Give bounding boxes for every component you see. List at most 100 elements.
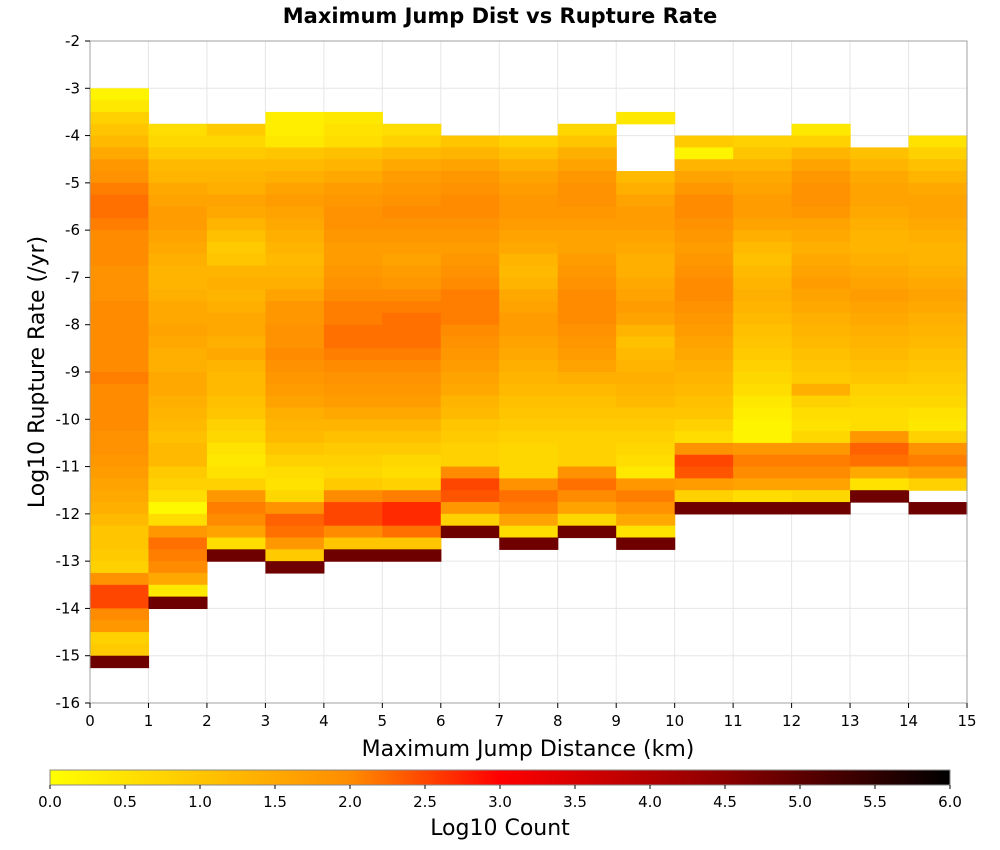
heatmap-cell (265, 454, 325, 468)
heatmap-cell (557, 312, 617, 326)
heatmap-cell (90, 454, 150, 468)
heatmap-cell (791, 312, 851, 326)
heatmap-cell (323, 407, 383, 420)
heatmap-cell (90, 561, 150, 574)
heatmap-cell (908, 407, 968, 420)
heatmap-cell (148, 490, 208, 503)
heatmap-cell (908, 312, 968, 326)
heatmap-cell (733, 372, 793, 385)
heatmap-cell (382, 372, 442, 385)
heatmap-cell (382, 336, 442, 349)
x-tick-label: 12 (782, 712, 801, 730)
y-tick-label: -12 (56, 505, 81, 523)
heatmap-cell (557, 301, 617, 314)
heatmap-cell (674, 171, 734, 184)
heatmap-cell (148, 253, 208, 267)
heatmap-cell (323, 372, 383, 385)
heatmap-cell (616, 395, 676, 409)
heatmap-cell (499, 478, 559, 491)
heatmap-cell (206, 537, 266, 550)
heatmap-cell (90, 218, 150, 231)
heatmap-cell (557, 513, 617, 527)
heatmap-cell (499, 442, 559, 456)
heatmap-cell (908, 383, 968, 397)
heatmap-cell (557, 442, 617, 456)
heatmap-cell (382, 135, 442, 148)
heatmap-cell (674, 324, 734, 338)
heatmap-cell (616, 230, 676, 243)
heatmap-cell (850, 206, 910, 219)
heatmap-cell (499, 502, 559, 515)
heatmap-cell (733, 194, 793, 208)
heatmap-cell (382, 442, 442, 456)
heatmap-cell (90, 194, 150, 208)
heatmap-cell (265, 360, 325, 373)
heatmap-cell (733, 395, 793, 409)
y-axis-title: Log10 Rupture Rate (/yr) (25, 236, 50, 508)
heatmap-cell (733, 383, 793, 397)
heatmap-cell (616, 289, 676, 302)
heatmap-cell (674, 478, 734, 491)
heatmap-cell (850, 454, 910, 468)
heatmap-cell (206, 312, 266, 326)
heatmap-cell (908, 253, 968, 267)
heatmap-cell (148, 135, 208, 148)
heatmap-cell (674, 135, 734, 148)
heatmap-cell (90, 466, 150, 479)
heatmap-cell (440, 253, 500, 267)
heatmap-cell (674, 241, 734, 255)
heatmap-cell (206, 525, 266, 539)
y-axis-ticks: -2 -3 -4 -5 -6 -7 -8 -9 -10 -11 -12 -13 -14 -15 -16 (56, 32, 90, 712)
heatmap-cell (382, 218, 442, 231)
heatmap-cell (499, 277, 559, 290)
heatmap-cell (674, 383, 734, 397)
heatmap-cell (382, 360, 442, 373)
heatmap-cell (206, 383, 266, 397)
heatmap-cell (265, 395, 325, 409)
heatmap-cell (382, 123, 442, 137)
heatmap-cell (148, 431, 208, 444)
heatmap-cell (265, 431, 325, 444)
heatmap-cell (206, 253, 266, 267)
heatmap-cell (557, 419, 617, 432)
x-tick-label: 5 (378, 712, 388, 730)
heatmap-cell (206, 182, 266, 196)
heatmap-cell (206, 218, 266, 231)
heatmap-cell (499, 537, 559, 550)
heatmap-cell (265, 336, 325, 349)
heatmap-cell (148, 182, 208, 196)
y-tick-label: -5 (65, 174, 80, 192)
heatmap-cell (791, 182, 851, 196)
heatmap-cell (908, 277, 968, 290)
heatmap-cell (616, 265, 676, 279)
heatmap-cell (499, 407, 559, 420)
heatmap-cell (265, 348, 325, 361)
heatmap-cell (265, 419, 325, 432)
heatmap-cell (440, 265, 500, 279)
heatmap-cell (90, 336, 150, 349)
heatmap-cell (791, 123, 851, 137)
heatmap-cell (557, 395, 617, 409)
x-axis-ticks: 0 1 2 3 4 5 6 7 8 9 10 11 12 13 14 15 (85, 703, 977, 730)
heatmap-cell (265, 324, 325, 338)
heatmap-cell (382, 549, 442, 562)
heatmap-cell (382, 537, 442, 550)
heatmap-cell (616, 336, 676, 349)
heatmap-cell (90, 632, 150, 645)
heatmap-cell (440, 478, 500, 491)
heatmap-cell (908, 431, 968, 444)
heatmap-cell (499, 206, 559, 219)
heatmap-cell (90, 100, 150, 113)
heatmap-cell (733, 206, 793, 219)
heatmap-cell (265, 407, 325, 420)
heatmap-cell (148, 454, 208, 468)
heatmap-cell (908, 206, 968, 219)
heatmap-cell (206, 277, 266, 290)
heatmap-cell (265, 442, 325, 456)
heatmap-cell (440, 502, 500, 515)
heatmap-cell (908, 442, 968, 456)
heatmap-cell (148, 442, 208, 456)
heatmap-cell (674, 218, 734, 231)
heatmap-cell (382, 513, 442, 527)
heatmap-cell (733, 442, 793, 456)
